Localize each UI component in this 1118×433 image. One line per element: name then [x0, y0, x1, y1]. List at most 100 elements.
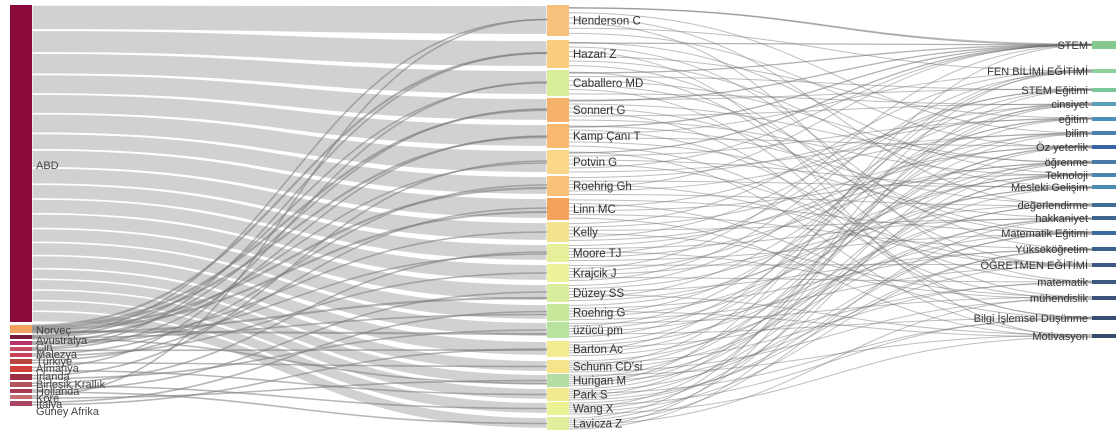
author-node-sonnert-g[interactable]	[547, 98, 569, 122]
country-node-t-rkiye[interactable]	[10, 353, 32, 357]
link-hurigan-m-e-itim	[568, 118, 1093, 378]
link-schunn-cd-si-fen-bi-li-mi-e-i-ti-mi	[568, 71, 1093, 366]
author-node-hurigan-m[interactable]	[547, 374, 569, 387]
author-node-krajcik-j[interactable]	[547, 264, 569, 282]
keyword-node-stem-e-itimi[interactable]	[1092, 88, 1116, 92]
link-norve-hazari-z	[31, 51, 548, 327]
author-node-roehrig-g[interactable]	[547, 304, 569, 321]
author-label-z-c-pm: üzücü pm	[573, 325, 623, 337]
keyword-label-e-itim: eğitim	[1059, 114, 1088, 126]
author-node-park-s[interactable]	[547, 388, 569, 401]
link-barton-ac-bilim	[568, 131, 1093, 343]
keyword-node-e-itim[interactable]	[1092, 117, 1116, 121]
link-moore-tj-z-yeterlik	[568, 145, 1093, 246]
author-node-henderson-c[interactable]	[547, 5, 569, 36]
keyword-node-cinsiyet[interactable]	[1092, 102, 1116, 106]
keyword-node-mesleki-geli-im[interactable]	[1092, 185, 1116, 189]
link-caballero-md-stem-e-itimi	[568, 76, 1093, 91]
link-sonnert-g-renme	[568, 103, 1093, 163]
author-node-d-zey-ss[interactable]	[547, 284, 569, 302]
country-node-norve[interactable]	[10, 325, 32, 333]
link-lavicza-z-stem-e-itimi	[568, 89, 1093, 428]
link-z-c-pm-renme	[568, 162, 1093, 330]
link-park-s-matematik-e-itimi	[568, 232, 1093, 392]
country-node-g-ney-afrika[interactable]	[10, 401, 32, 406]
keyword-node-matematik-e-itimi[interactable]	[1092, 231, 1116, 235]
keyword-node-m-hendislik[interactable]	[1092, 296, 1116, 300]
author-node-kamp-an-t[interactable]	[547, 124, 569, 148]
link-kamp-an-t-matematik	[568, 129, 1093, 283]
keyword-label-y-ksek-retim: Yükseköğretim	[1015, 244, 1088, 256]
link-hazari-z-stem-main	[568, 42, 1093, 46]
keyword-node-hakkaniyet[interactable]	[1092, 216, 1116, 220]
author-node-roehrig-gh[interactable]	[547, 176, 569, 196]
link-lavicza-z-fen-bi-li-mi-e-i-ti-mi	[568, 69, 1093, 419]
country-node-avustralya[interactable]	[10, 335, 32, 339]
link-krajcik-j-matematik	[568, 277, 1093, 283]
country-node-hollanda[interactable]	[10, 382, 32, 387]
link-z-c-pm-matematik-e-itimi	[568, 231, 1093, 332]
keyword-node-teknoloji[interactable]	[1092, 173, 1116, 177]
link-barton-ac-matematik	[568, 282, 1093, 349]
author-node-schunn-cd-si[interactable]	[547, 360, 569, 373]
author-node-barton-ac[interactable]	[547, 341, 569, 357]
keyword-node-z-yeterlik[interactable]	[1092, 145, 1116, 149]
author-node-wang-x[interactable]	[547, 402, 569, 415]
link-z-c-pm-stem-e-itimi	[568, 89, 1093, 327]
country-node-i-rlanda[interactable]	[10, 366, 32, 372]
keyword-node-bilim[interactable]	[1092, 131, 1116, 135]
link-z-c-pm-m-hendislik	[568, 296, 1093, 324]
link-park-s-renme	[568, 160, 1093, 390]
author-node-z-c-pm[interactable]	[547, 322, 569, 338]
country-node-in[interactable]	[10, 341, 32, 345]
country-node-i-talya[interactable]	[10, 395, 32, 399]
link-krajcik-j-bilim	[568, 133, 1093, 272]
keyword-node-renme[interactable]	[1092, 160, 1116, 164]
link-park-s-teknoloji	[568, 174, 1093, 399]
link-roehrig-gh-retmen-e-i-ti-mi	[568, 183, 1093, 267]
country-node-kore[interactable]	[10, 389, 32, 393]
link-t-rkiye-roehrig-gh	[31, 184, 548, 355]
keyword-node-fen-bi-li-mi-e-i-ti-mi[interactable]	[1092, 69, 1116, 73]
author-node-linn-mc[interactable]	[547, 198, 569, 220]
author-node-hazari-z[interactable]	[547, 40, 569, 68]
author-node-potvin-g[interactable]	[547, 150, 569, 174]
country-node-malezya[interactable]	[10, 347, 32, 351]
link-hazari-z-y-ksek-retim	[568, 46, 1093, 250]
author-label-barton-ac: Barton Ac	[573, 344, 623, 356]
link-caballero-md-matematik-e-itimi	[568, 84, 1093, 233]
link-kelly-z-yeterlik	[568, 146, 1093, 228]
author-label-wang-x: Wang X	[573, 404, 614, 416]
keyword-node-de-erlendirme[interactable]	[1092, 203, 1116, 207]
link-potvin-g-mesleki-geli-im	[568, 159, 1093, 189]
author-node-lavicza-z[interactable]	[547, 417, 569, 430]
keyword-node-matematik[interactable]	[1092, 280, 1116, 284]
author-node-kelly[interactable]	[547, 222, 569, 242]
keyword-node-retmen-e-i-ti-mi[interactable]	[1092, 263, 1116, 267]
country-node-almanya[interactable]	[10, 359, 32, 364]
link-linn-mc-motivasyon	[568, 217, 1093, 338]
link-henderson-c-matematik	[568, 22, 1093, 282]
keyword-node-y-ksek-retim[interactable]	[1092, 247, 1116, 251]
author-node-caballero-md[interactable]	[547, 70, 569, 96]
keyword-node-bilgi-i-lemsel-d-nme[interactable]	[1092, 316, 1116, 320]
author-label-roehrig-gh: Roehrig Gh	[573, 181, 632, 193]
country-label-norve: Norveç	[36, 325, 71, 337]
keyword-label-cinsiyet: cinsiyet	[1051, 99, 1088, 111]
country-label-avustralya: Avustralya	[36, 335, 88, 347]
link-roehrig-gh-de-erlendirme	[568, 193, 1093, 207]
link-moore-tj-hakkaniyet	[568, 217, 1093, 249]
link-abd-moore-tj	[31, 183, 548, 262]
link-roehrig-g-mesleki-geli-im	[568, 186, 1093, 318]
link-almanya-schunn-cd-si	[31, 361, 548, 368]
author-node-moore-tj[interactable]	[547, 244, 569, 262]
link-potvin-g-stem-main	[568, 44, 1093, 154]
author-label-hurigan-m: Hurigan M	[573, 376, 626, 388]
country-node-abd[interactable]	[10, 5, 32, 322]
keyword-node-stem[interactable]	[1092, 41, 1116, 49]
author-label-potvin-g: Potvin G	[573, 157, 617, 169]
author-label-moore-tj: Moore TJ	[573, 248, 621, 260]
keyword-node-motivasyon[interactable]	[1092, 334, 1116, 338]
link-g-ney-afrika-barton-ac	[31, 348, 548, 406]
country-node-birle-ik-krall-k[interactable]	[10, 374, 32, 380]
